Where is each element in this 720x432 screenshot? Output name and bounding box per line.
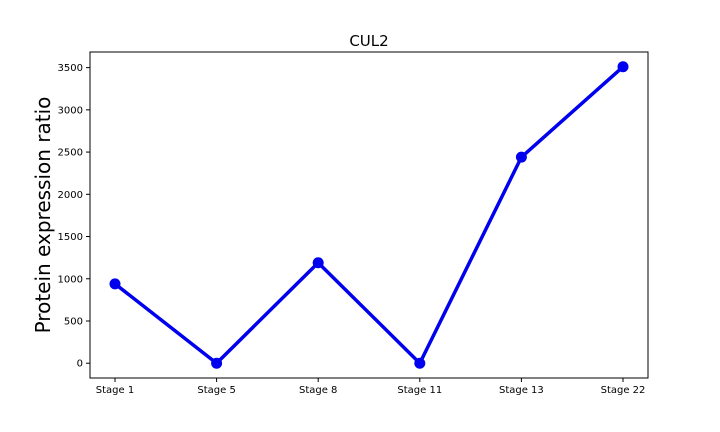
- x-tick-label: Stage 1: [96, 385, 134, 396]
- x-tick-label: Stage 11: [397, 385, 442, 396]
- y-tick-label: 2500: [58, 148, 83, 159]
- data-point: [414, 357, 426, 369]
- data-point: [617, 61, 629, 73]
- x-axis: Stage 1 Stage 5 Stage 8 Stage 11 Stage 13 Sta…: [96, 378, 646, 396]
- data-point: [109, 278, 121, 290]
- y-axis: 0 500 1000 1500 2000 2500 3000 3500: [58, 63, 90, 370]
- x-tick-label: Stage 8: [299, 385, 337, 396]
- plot-frame: [89, 51, 649, 379]
- series-line: [113, 65, 625, 365]
- x-tick-label: Stage 13: [499, 385, 544, 396]
- y-tick-label: 1000: [58, 274, 83, 285]
- chart-title: CUL2: [349, 32, 388, 50]
- y-tick-label: 3000: [58, 105, 83, 116]
- data-point: [515, 151, 527, 163]
- y-axis-label: Protein expression ratio: [31, 97, 55, 334]
- y-tick-label: 2000: [58, 190, 83, 201]
- y-tick-label: 0: [77, 359, 83, 370]
- data-point: [312, 257, 324, 269]
- y-tick-label: 500: [64, 316, 83, 327]
- y-tick-label: 3500: [58, 63, 83, 74]
- data-point: [211, 357, 223, 369]
- y-tick-label: 1500: [58, 232, 83, 243]
- x-tick-label: Stage 5: [197, 385, 235, 396]
- x-tick-label: Stage 22: [601, 385, 646, 396]
- series-layer: [109, 61, 629, 369]
